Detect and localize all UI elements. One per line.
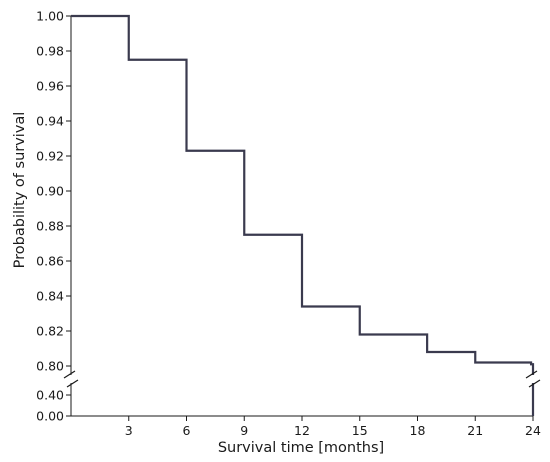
x-tick-label: 12 [294, 423, 310, 438]
curve-break-stroke [525, 370, 538, 379]
y-tick-label: 0.96 [36, 79, 64, 94]
y-tick-label: 0.80 [36, 359, 64, 374]
y-tick-label: 0.94 [36, 114, 64, 129]
y-axis-break-stroke [63, 370, 76, 379]
x-tick-label: 6 [183, 423, 191, 438]
x-tick-label: 15 [352, 423, 368, 438]
y-tick-label: 0.40 [36, 388, 64, 403]
y-tick-label: 0.84 [36, 289, 64, 304]
y-tick-label: 0.86 [36, 254, 64, 269]
y-axis-title: Probability of survival [12, 112, 28, 269]
y-tick-label: 0.82 [36, 324, 64, 339]
x-tick-label: 24 [525, 423, 541, 438]
x-tick-label: 21 [467, 423, 483, 438]
axes-layer [66, 15, 534, 421]
survival-curve [71, 14, 535, 416]
curve-break-gap [527, 375, 539, 383]
tick-labels-layer: 0.80 0.82 0.84 0.86 0.88 0.90 0.92 0.94 0.96 0.98… [36, 9, 541, 439]
y-tick-label: 0.98 [36, 44, 64, 59]
y-tick-label: 0.90 [36, 184, 64, 199]
y-tick-label: 0.88 [36, 219, 64, 234]
x-tick-label: 9 [240, 423, 248, 438]
axis-break-layer [63, 370, 541, 388]
y-tick-label: 0.92 [36, 149, 64, 164]
y-axis-break-stroke [66, 379, 79, 388]
x-axis-title: Survival time [months] [218, 440, 384, 456]
y-tick-label: 0.00 [36, 409, 64, 424]
x-tick-label: 3 [125, 423, 133, 438]
series-layer [71, 14, 535, 416]
y-tick-label: 1.00 [36, 9, 64, 24]
curve-break-stroke [528, 379, 541, 388]
y-axis-break-gap [65, 375, 77, 383]
x-tick-label: 18 [410, 423, 426, 438]
